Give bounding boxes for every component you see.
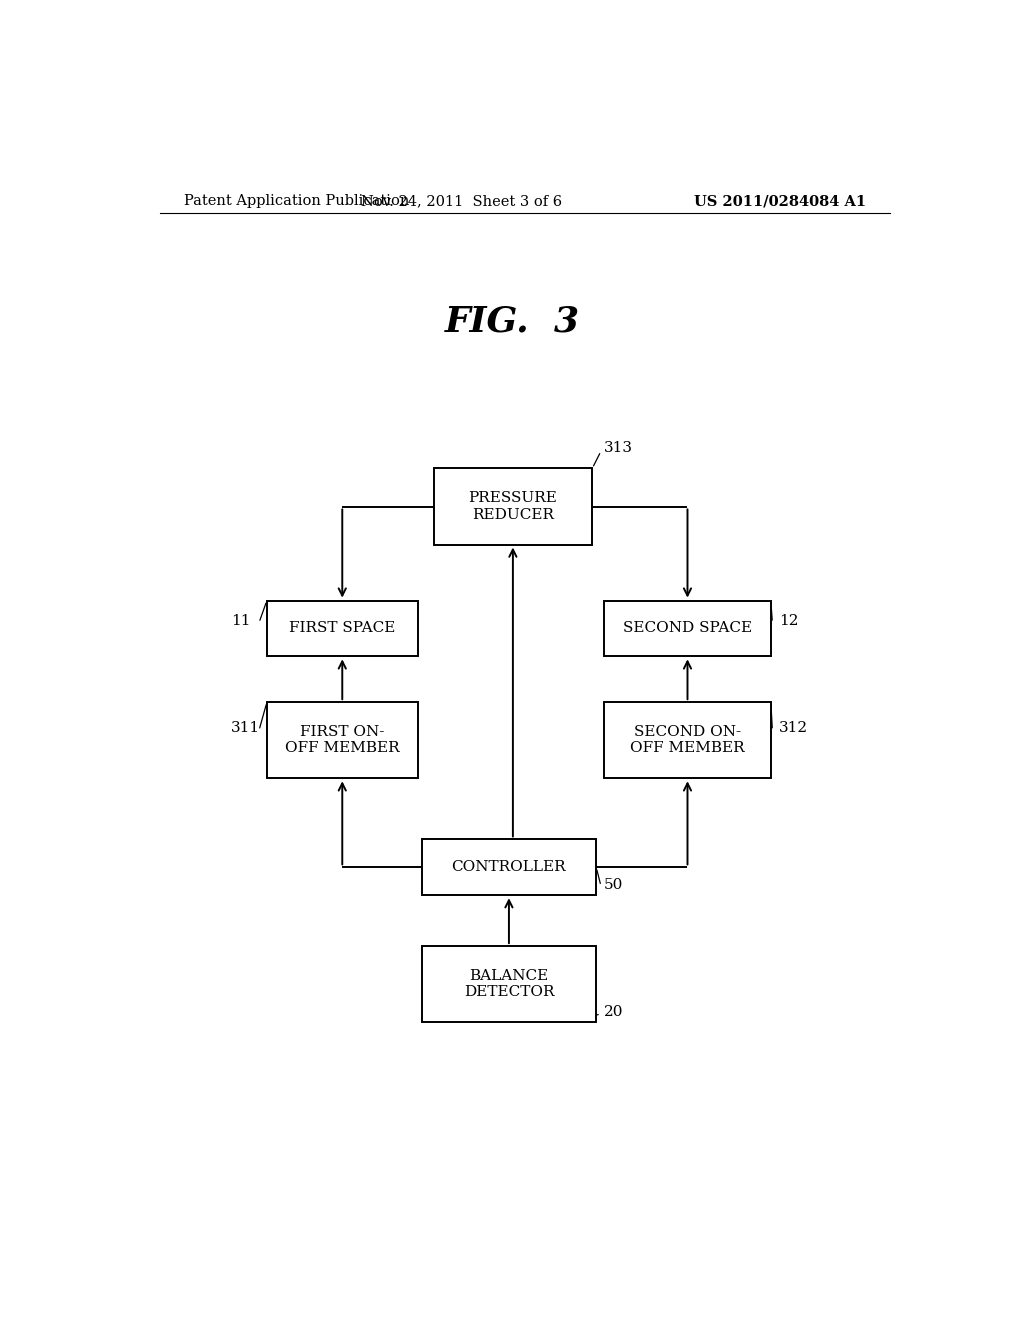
Text: SECOND ON-
OFF MEMBER: SECOND ON- OFF MEMBER	[630, 725, 744, 755]
Text: CONTROLLER: CONTROLLER	[452, 861, 566, 874]
Text: SECOND SPACE: SECOND SPACE	[623, 622, 752, 635]
Text: 311: 311	[231, 721, 260, 735]
Text: 50: 50	[604, 878, 624, 892]
FancyBboxPatch shape	[422, 946, 596, 1022]
Text: Patent Application Publication: Patent Application Publication	[183, 194, 409, 209]
Text: FIRST ON-
OFF MEMBER: FIRST ON- OFF MEMBER	[285, 725, 399, 755]
FancyBboxPatch shape	[267, 601, 418, 656]
Text: BALANCE
DETECTOR: BALANCE DETECTOR	[464, 969, 554, 999]
Text: 11: 11	[231, 614, 251, 628]
Text: Nov. 24, 2011  Sheet 3 of 6: Nov. 24, 2011 Sheet 3 of 6	[360, 194, 562, 209]
FancyBboxPatch shape	[604, 702, 771, 779]
Text: 313: 313	[604, 441, 633, 455]
FancyBboxPatch shape	[433, 469, 592, 545]
Text: PRESSURE
REDUCER: PRESSURE REDUCER	[468, 491, 557, 521]
FancyBboxPatch shape	[604, 601, 771, 656]
Text: FIRST SPACE: FIRST SPACE	[289, 622, 395, 635]
Text: US 2011/0284084 A1: US 2011/0284084 A1	[694, 194, 866, 209]
Text: 312: 312	[778, 721, 808, 735]
FancyBboxPatch shape	[422, 840, 596, 895]
FancyBboxPatch shape	[267, 702, 418, 779]
Text: 20: 20	[604, 1005, 624, 1019]
Text: 12: 12	[778, 614, 799, 628]
Text: FIG.  3: FIG. 3	[445, 304, 581, 338]
